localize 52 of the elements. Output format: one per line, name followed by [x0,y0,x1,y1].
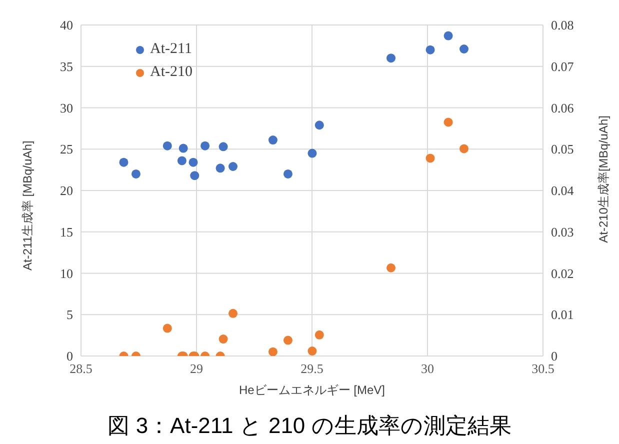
point [314,120,324,130]
point [200,141,210,150]
y2-tick-label: 0.04 [551,183,574,198]
x-tick-label: 29 [190,361,203,376]
point [131,169,140,178]
y2-tick-label: 0.05 [551,142,574,157]
point [119,158,128,167]
y2-tick-label: 0.01 [551,307,574,322]
point [177,156,186,166]
point [444,118,453,127]
legend-label: At-210 [150,63,192,82]
x-tick-label: 28.5 [70,361,92,376]
point [216,164,225,173]
y2-axis-title: At-210生成率[MBq/uAh] [596,116,610,243]
point [268,136,278,145]
y-tick-label: 35 [60,58,73,74]
point [444,31,453,40]
point [228,162,238,172]
point [460,44,468,54]
y2-tick-label: 0.07 [551,58,574,74]
point [162,141,172,150]
y2-tick-label: 0 [551,348,558,364]
x-tick-label: 29.5 [300,361,324,376]
point [386,263,396,272]
legend-label: At-211 [150,40,192,59]
y2-tick-label: 0.06 [551,100,574,116]
point [190,171,200,180]
y-axis-title: At-211生成率 [MBq/uAh] [20,140,34,270]
y2-tick-label: 0.08 [551,18,574,33]
y-tick-label: 20 [60,183,73,198]
y-tick-label: 10 [60,266,73,281]
y-tick-label: 30 [60,100,73,116]
x-tick-label: 30.5 [532,361,554,376]
point [386,54,396,63]
y-tick-label: 15 [60,224,73,240]
point [308,148,317,158]
point [283,169,292,178]
point [188,158,198,167]
x-tick-label: 30 [421,361,434,376]
y-tick-label: 25 [60,142,73,157]
point [178,144,188,153]
y-tick-label: 0 [66,348,73,364]
y2-tick-label: 0.03 [551,224,574,240]
y-tick-label: 40 [60,18,73,33]
caption: 図 3：At-211 と 210 の生成率の測定結果 [106,412,512,440]
point [426,45,435,54]
x-axis-title: Heビームエネルギー [MeV] [238,383,386,397]
y-tick-label: 5 [66,307,73,322]
point [218,142,228,152]
y2-tick-label: 0.02 [551,266,574,281]
point [460,144,468,154]
point [426,154,435,163]
